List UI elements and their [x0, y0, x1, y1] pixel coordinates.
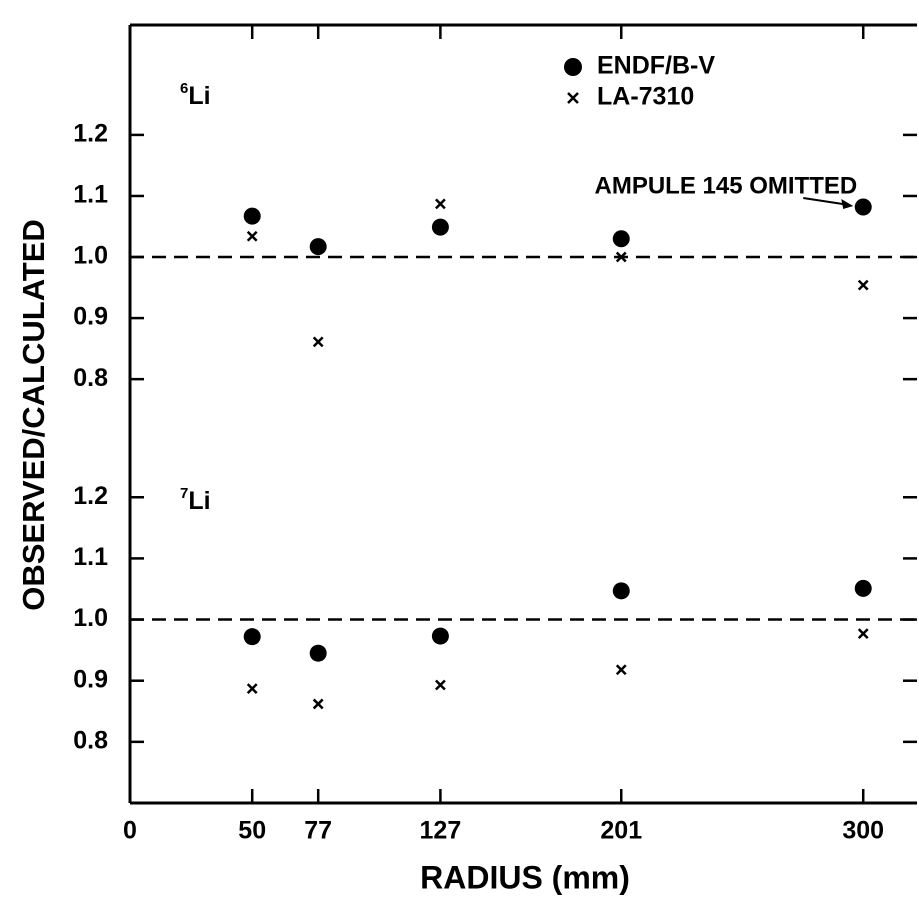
- y-tick-label: 1.0: [73, 242, 108, 270]
- legend-label: ENDF/B-V: [597, 52, 715, 80]
- legend-marker: [564, 58, 582, 76]
- y-tick-label: 0.9: [73, 665, 108, 693]
- y-tick-label: 1.1: [73, 181, 108, 209]
- data-point: [857, 279, 869, 291]
- panel-label-sup: 7: [180, 485, 188, 502]
- data-point: [431, 627, 449, 645]
- data-point: [312, 336, 324, 348]
- data-point: [243, 207, 261, 225]
- annotation-arrow: [803, 196, 850, 206]
- data-point: [435, 679, 446, 691]
- x-tick-label: 300: [842, 817, 884, 845]
- x-tick-label: 201: [600, 817, 642, 845]
- annotation-arrowhead: [841, 198, 854, 209]
- y-tick-label: 1.1: [73, 543, 108, 571]
- data-point: [309, 644, 327, 662]
- data-point: [612, 230, 630, 248]
- panel-label-sup: 6: [180, 80, 188, 97]
- x-tick-label: 77: [304, 817, 332, 845]
- y-tick-label: 0.8: [73, 364, 108, 392]
- y-tick-label: 0.9: [73, 303, 108, 331]
- data-point: [854, 579, 872, 597]
- panel-label: 7Li: [180, 485, 211, 515]
- x-axis-label: RADIUS (mm): [420, 859, 630, 895]
- panel-label-text: Li: [188, 487, 210, 515]
- panel-label-text: Li: [188, 82, 210, 110]
- data-point: [246, 230, 258, 242]
- data-point: [612, 582, 630, 600]
- data-point: [431, 218, 449, 236]
- data-point: [246, 683, 258, 695]
- y-tick-label: 1.2: [73, 120, 108, 148]
- data-point: [854, 198, 872, 216]
- annotation: AMPULE 145 OMITTED: [595, 172, 858, 199]
- panel-label: 6Li: [180, 80, 211, 110]
- x-tick-label: 0: [123, 817, 137, 845]
- x-tick-label: 127: [420, 817, 462, 845]
- data-point: [309, 238, 327, 256]
- x-tick-label: 50: [238, 817, 266, 845]
- data-point: [615, 664, 627, 676]
- legend-label: LA-7310: [597, 83, 694, 111]
- legend-marker: [567, 92, 579, 104]
- y-tick-label: 0.8: [73, 726, 108, 754]
- y-axis-label: OBSERVED/CALCULATED: [16, 219, 51, 611]
- data-point: [435, 198, 446, 210]
- data-point: [857, 628, 869, 640]
- data-point: [615, 251, 627, 263]
- data-point: [243, 628, 261, 646]
- y-tick-label: 1.2: [73, 482, 108, 510]
- y-tick-label: 1.0: [73, 604, 108, 632]
- data-point: [312, 698, 324, 710]
